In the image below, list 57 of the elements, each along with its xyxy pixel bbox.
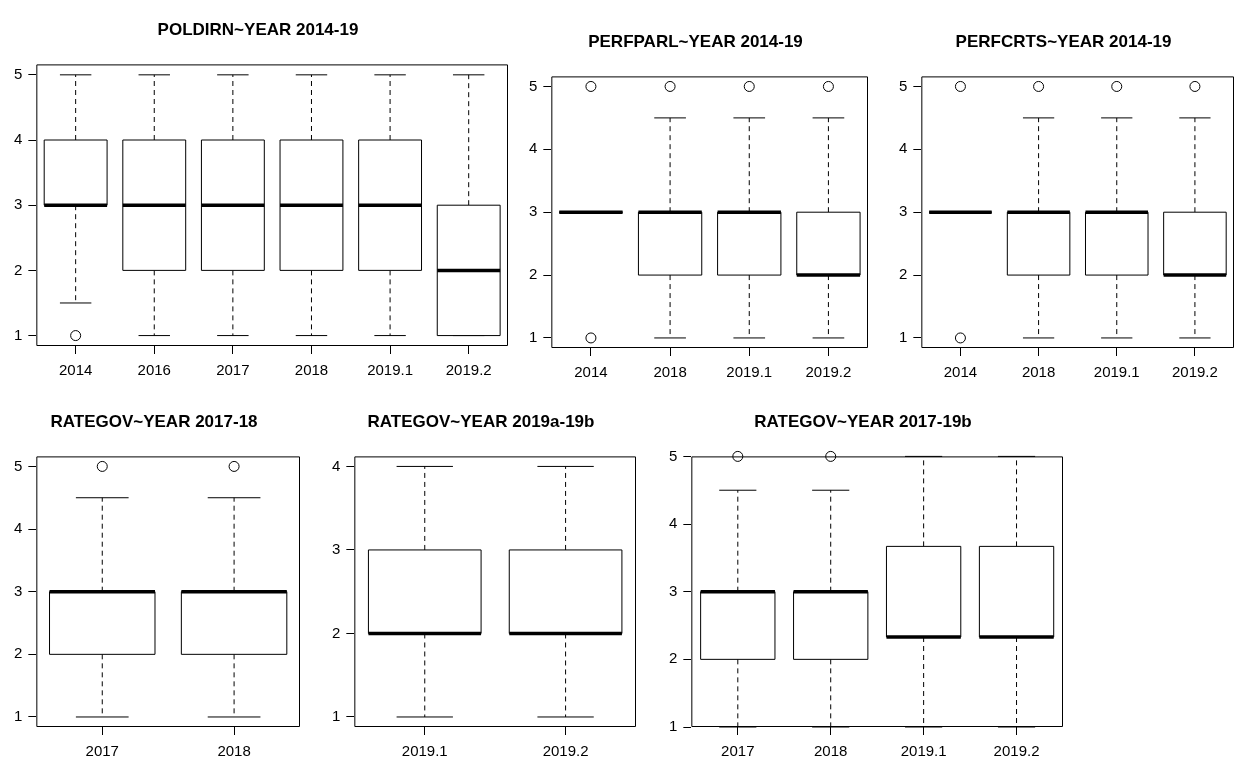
chart-title: PERFCRTS~YEAR 2014-19 (955, 31, 1172, 51)
x-tick-label: 2016 (137, 361, 171, 379)
x-tick-label: 2019.2 (445, 361, 492, 379)
chart-title: RATEGOV~YEAR 2019a-19b (367, 411, 595, 431)
y-tick-label: 3 (14, 195, 23, 213)
y-tick-label: 5 (14, 456, 23, 474)
y-tick-label: 5 (529, 76, 538, 94)
x-tick-label: 2019.1 (726, 363, 773, 381)
x-tick-label: 2018 (294, 361, 329, 379)
x-tick-label: 2014 (574, 363, 608, 381)
x-tick-label: 2019.2 (1171, 363, 1218, 381)
y-tick-label: 3 (669, 581, 678, 599)
x-tick-label: 2018 (814, 742, 848, 760)
y-tick-label: 3 (899, 202, 908, 220)
x-tick-label: 2019.1 (900, 742, 947, 760)
x-tick-label: 2018 (653, 363, 687, 381)
x-tick-label: 2019.2 (993, 742, 1040, 760)
y-tick-label: 1 (14, 707, 23, 725)
x-tick-label: 2019.1 (367, 361, 414, 379)
x-tick-label: 2014 (943, 363, 978, 381)
y-tick-label: 1 (899, 328, 908, 346)
y-tick-label: 1 (669, 717, 678, 735)
y-tick-label: 3 (529, 202, 538, 220)
chart-title: POLDIRN~YEAR 2014-19 (157, 19, 359, 39)
y-tick-label: 4 (899, 139, 908, 157)
y-tick-label: 2 (14, 644, 23, 662)
y-tick-label: 4 (529, 139, 538, 157)
x-tick-label: 2017 (721, 742, 755, 760)
y-tick-label: 2 (332, 623, 341, 641)
y-tick-label: 4 (332, 456, 341, 474)
y-tick-label: 5 (14, 64, 23, 82)
x-tick-label: 2018 (217, 742, 251, 760)
y-tick-label: 1 (332, 707, 341, 725)
y-tick-label: 1 (529, 328, 538, 346)
chart-title: PERFPARL~YEAR 2014-19 (588, 31, 803, 51)
x-tick-label: 2019.1 (1093, 363, 1140, 381)
x-tick-label: 2019.2 (542, 742, 589, 760)
y-tick-label: 4 (669, 514, 678, 532)
y-tick-label: 2 (14, 260, 23, 278)
y-tick-label: 2 (529, 265, 538, 283)
x-tick-label: 2017 (85, 742, 119, 760)
y-tick-label: 3 (332, 540, 341, 558)
x-tick-label: 2019.1 (401, 742, 448, 760)
chart-title: RATEGOV~YEAR 2017-19b (754, 411, 972, 431)
y-tick-label: 4 (14, 130, 23, 148)
chart-title: RATEGOV~YEAR 2017-18 (50, 411, 258, 431)
y-tick-label: 4 (14, 519, 23, 537)
x-tick-label: 2014 (58, 361, 93, 379)
y-tick-label: 5 (899, 76, 908, 94)
x-tick-label: 2019.2 (805, 363, 852, 381)
y-tick-label: 5 (669, 446, 678, 464)
y-tick-label: 3 (14, 581, 23, 599)
y-tick-label: 2 (669, 649, 678, 667)
y-tick-label: 2 (899, 265, 908, 283)
x-tick-label: 2017 (216, 361, 250, 379)
y-tick-label: 1 (14, 325, 23, 343)
x-tick-label: 2018 (1021, 363, 1056, 381)
